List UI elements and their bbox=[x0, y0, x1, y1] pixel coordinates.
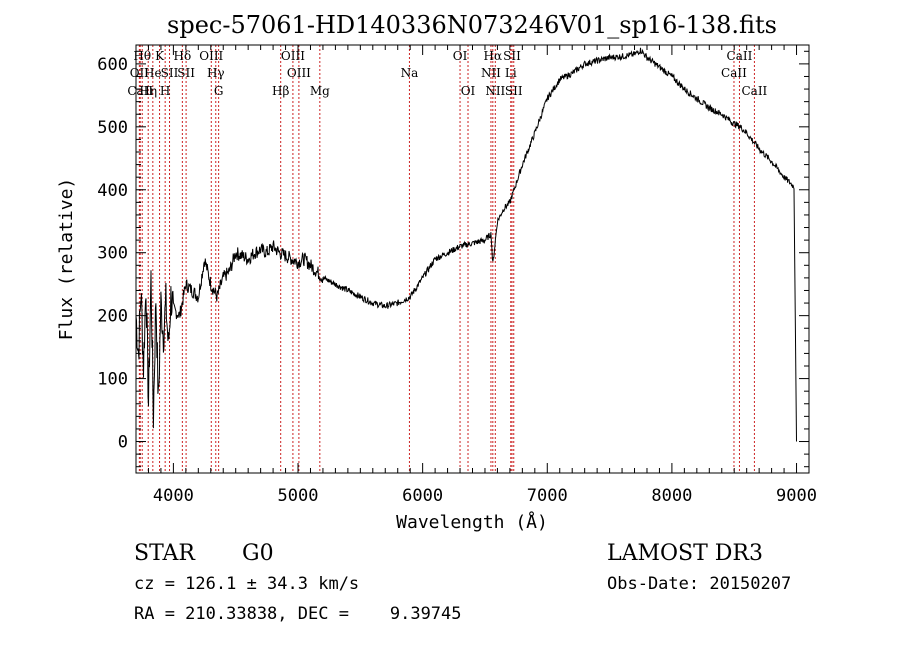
marker-label: Hβ bbox=[272, 84, 289, 98]
chart-title: spec-57061-HD140336N073246V01_sp16-138.f… bbox=[167, 11, 777, 39]
marker-label: OIII bbox=[281, 49, 305, 63]
marker-label: OI bbox=[453, 49, 468, 63]
marker-label: SII bbox=[161, 66, 179, 80]
marker-label: Hθ bbox=[133, 49, 151, 63]
marker-label: Hγ bbox=[207, 66, 225, 80]
marker-label: SII bbox=[177, 66, 195, 80]
marker-label: CaII bbox=[741, 84, 767, 98]
y-tick-label: 600 bbox=[97, 55, 128, 75]
y-axis-label: Flux (relative) bbox=[56, 178, 77, 341]
marker-label: K bbox=[155, 49, 165, 63]
x-axis-label: Wavelength (Å) bbox=[396, 511, 548, 533]
y-tick-label: 200 bbox=[97, 307, 128, 327]
y-tick-label: 400 bbox=[97, 181, 128, 201]
marker-label: SII bbox=[505, 84, 523, 98]
marker-label: Mg bbox=[310, 84, 330, 98]
y-tick-label: 300 bbox=[97, 244, 128, 264]
x-tick-label: 7000 bbox=[527, 486, 568, 506]
marker-label: Hη bbox=[139, 84, 157, 98]
y-tick-label: 0 bbox=[118, 433, 128, 453]
marker-label: OI bbox=[461, 84, 476, 98]
line-marker-labels: OII CaII Hθ Hη He K H SII Hδ SII OIII Hγ G Hβ OIII OIII… bbox=[127, 49, 767, 98]
marker-label: He bbox=[144, 66, 162, 80]
x-tick-label: 6000 bbox=[402, 486, 443, 506]
marker-label: Li bbox=[505, 66, 517, 80]
line-markers bbox=[138, 45, 755, 473]
marker-label: SII bbox=[503, 49, 521, 63]
x-tick-label: 8000 bbox=[651, 486, 692, 506]
y-axis: 0 100 200 300 400 500 600 bbox=[97, 50, 809, 468]
flux-curve bbox=[135, 47, 797, 442]
x-axis: 4000 5000 6000 7000 8000 9000 bbox=[147, 45, 817, 506]
marker-label: Hδ bbox=[174, 49, 192, 63]
marker-label: CaII bbox=[127, 84, 153, 98]
x-tick-label: 9000 bbox=[776, 486, 817, 506]
marker-label: H bbox=[160, 84, 170, 98]
redshift-text: cz = 126.1 ± 34.3 km/s bbox=[134, 574, 359, 594]
marker-label: OII bbox=[130, 66, 150, 80]
object-subclass: G0 bbox=[242, 541, 274, 566]
object-class: STAR bbox=[134, 541, 196, 566]
survey-name: LAMOST DR3 bbox=[607, 541, 763, 566]
marker-label: OIII bbox=[287, 66, 311, 80]
marker-label: NII bbox=[485, 84, 505, 98]
y-tick-label: 500 bbox=[97, 118, 128, 138]
marker-label: CaII bbox=[721, 66, 747, 80]
marker-label: OIII bbox=[199, 49, 223, 63]
marker-label: G bbox=[214, 84, 224, 98]
marker-label: NII bbox=[481, 66, 501, 80]
marker-label: Na bbox=[401, 66, 419, 80]
marker-label: CaII bbox=[727, 49, 753, 63]
x-tick-label: 5000 bbox=[278, 486, 319, 506]
y-tick-label: 100 bbox=[97, 370, 128, 390]
obs-date-text: Obs-Date: 20150207 bbox=[607, 574, 791, 594]
marker-label: Hα bbox=[484, 49, 503, 63]
coordinates-text: RA = 210.33838, DEC = 9.39745 bbox=[134, 604, 462, 624]
x-tick-label: 4000 bbox=[153, 486, 194, 506]
